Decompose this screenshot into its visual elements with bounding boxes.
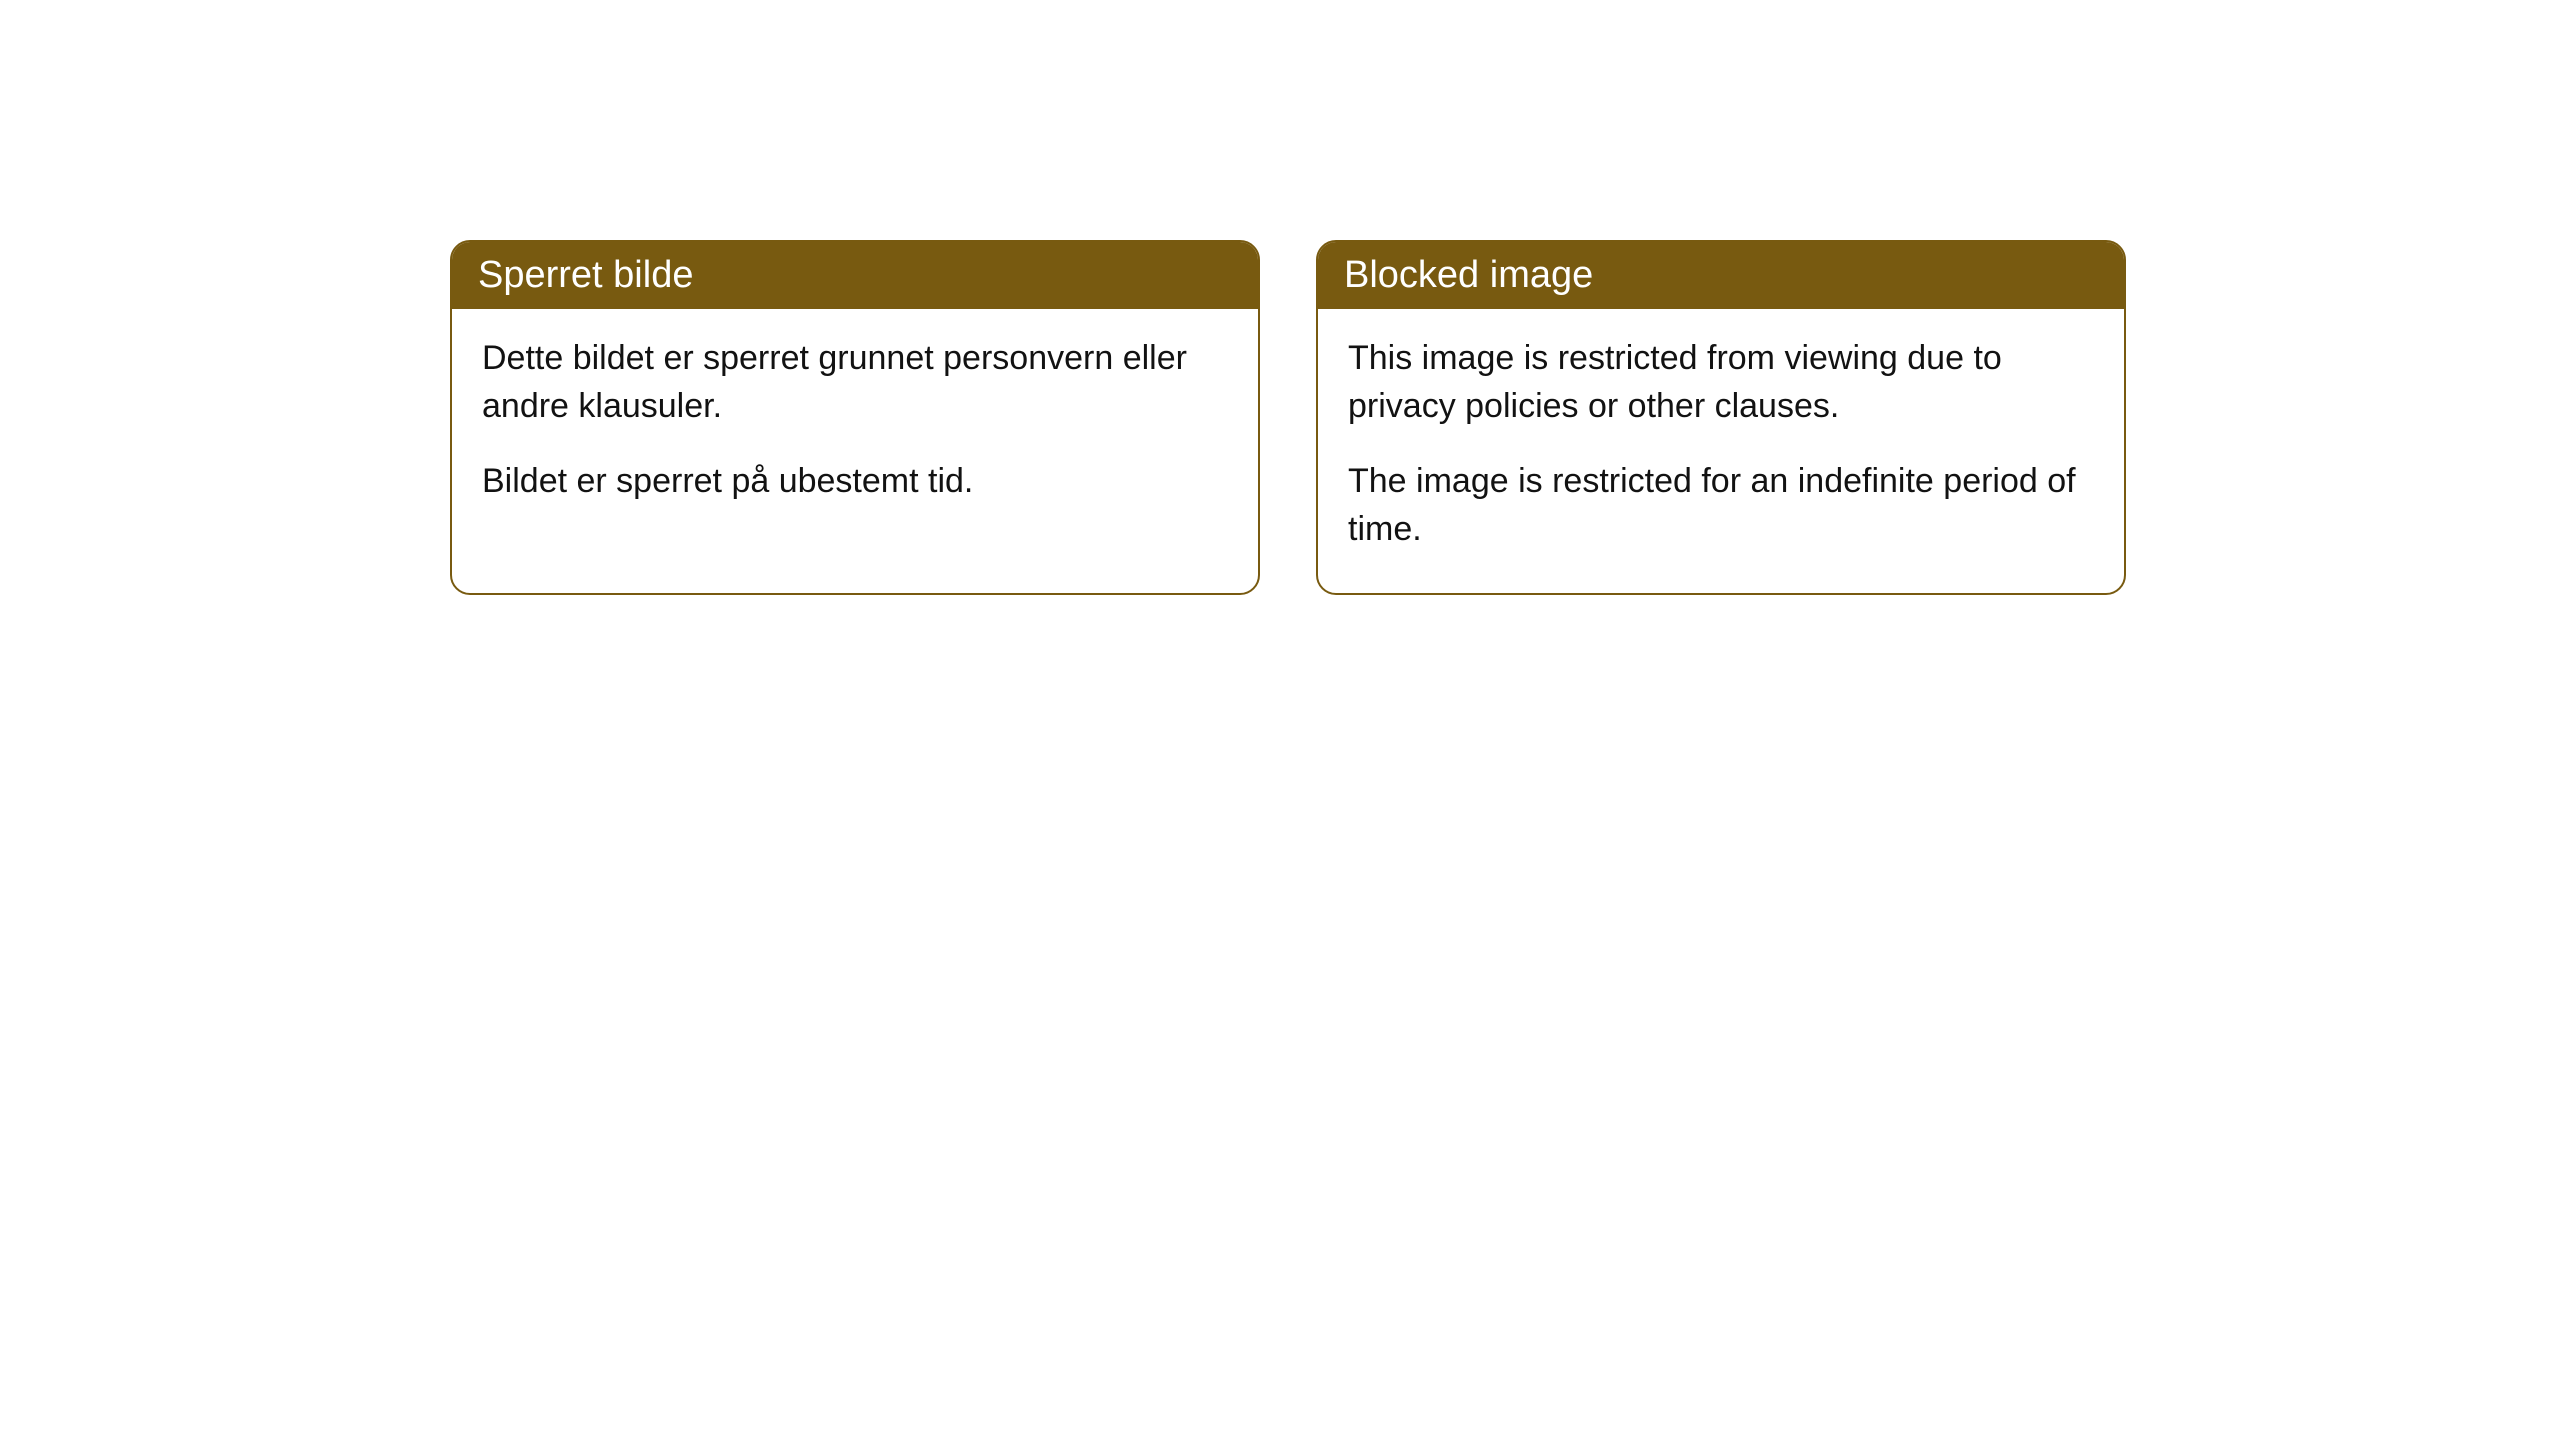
blocked-image-card-en: Blocked image This image is restricted f…: [1316, 240, 2126, 595]
notice-text-1: This image is restricted from viewing du…: [1348, 335, 2094, 430]
card-header: Sperret bilde: [452, 242, 1258, 309]
notice-cards-container: Sperret bilde Dette bildet er sperret gr…: [0, 0, 2560, 595]
card-body: This image is restricted from viewing du…: [1318, 309, 2124, 593]
blocked-image-card-no: Sperret bilde Dette bildet er sperret gr…: [450, 240, 1260, 595]
notice-text-1: Dette bildet er sperret grunnet personve…: [482, 335, 1228, 430]
notice-text-2: The image is restricted for an indefinit…: [1348, 458, 2094, 553]
card-header: Blocked image: [1318, 242, 2124, 309]
card-body: Dette bildet er sperret grunnet personve…: [452, 309, 1258, 546]
notice-text-2: Bildet er sperret på ubestemt tid.: [482, 458, 1228, 506]
